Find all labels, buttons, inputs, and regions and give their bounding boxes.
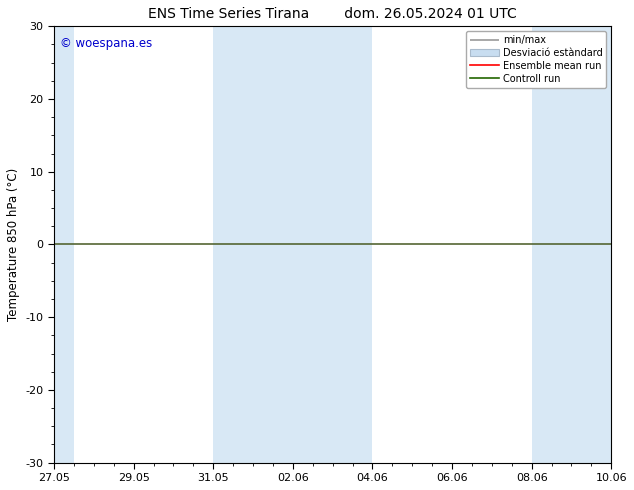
- Bar: [213, 26, 372, 463]
- Text: © woespana.es: © woespana.es: [60, 37, 152, 50]
- Title: ENS Time Series Tirana        dom. 26.05.2024 01 UTC: ENS Time Series Tirana dom. 26.05.2024 0…: [148, 7, 517, 21]
- Bar: [54, 26, 74, 463]
- Y-axis label: Temperature 850 hPa (°C): Temperature 850 hPa (°C): [7, 168, 20, 321]
- Bar: [532, 26, 611, 463]
- Legend: min/max, Desviació estàndard, Ensemble mean run, Controll run: min/max, Desviació estàndard, Ensemble m…: [466, 31, 606, 88]
